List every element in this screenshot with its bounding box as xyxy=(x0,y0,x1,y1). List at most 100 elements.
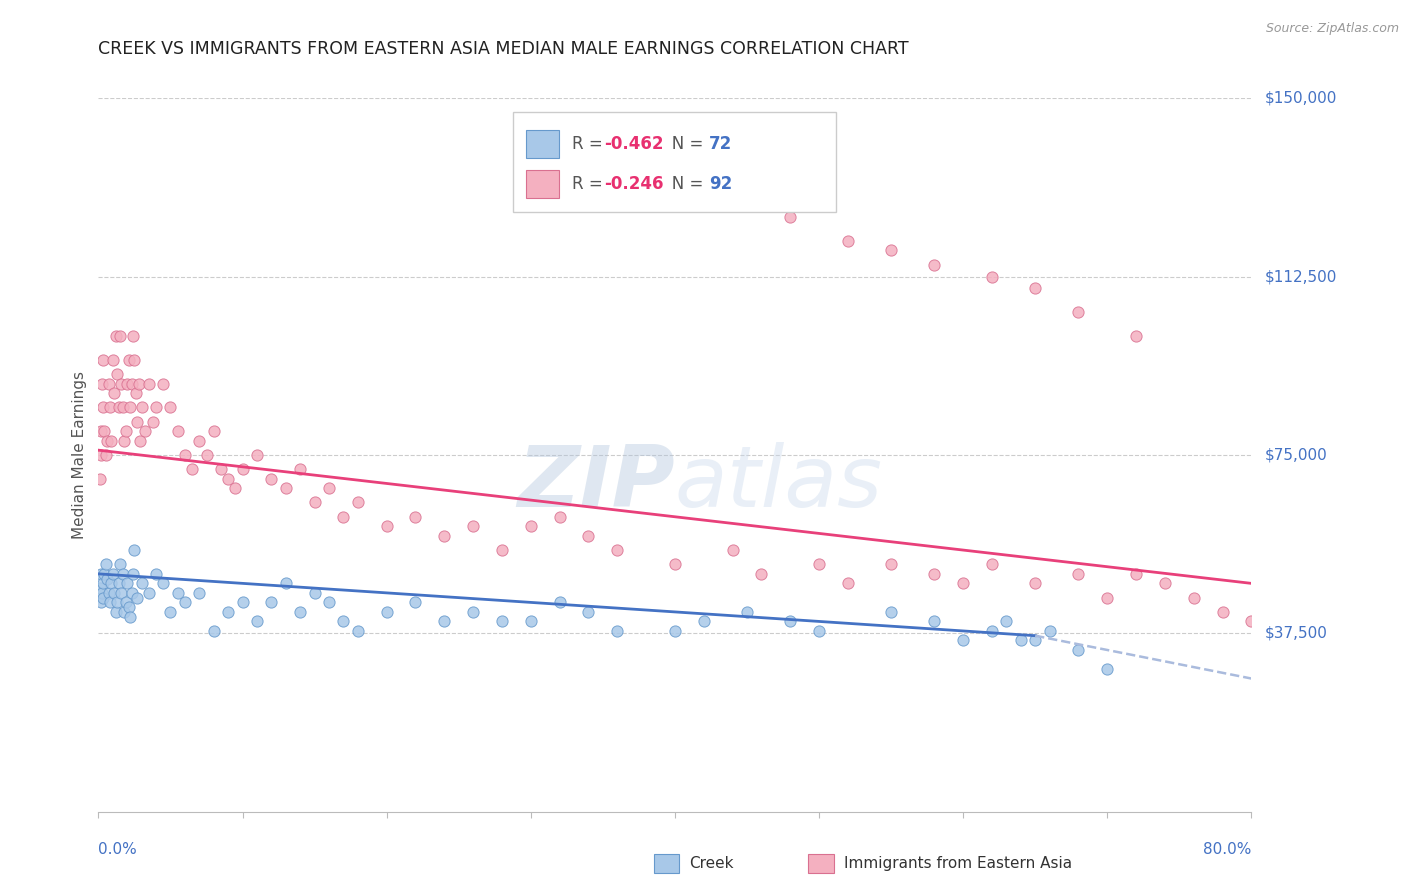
Point xyxy=(952,576,974,591)
Point xyxy=(111,566,134,581)
Point xyxy=(118,600,141,615)
Point xyxy=(217,472,239,486)
Point xyxy=(122,566,145,581)
Point xyxy=(117,576,138,591)
Point xyxy=(145,401,167,415)
Point xyxy=(1153,576,1175,591)
Point xyxy=(166,586,188,600)
Point xyxy=(103,586,125,600)
Point xyxy=(174,448,197,462)
Point xyxy=(111,401,134,415)
Point xyxy=(122,329,145,343)
Text: $75,000: $75,000 xyxy=(1265,448,1329,462)
Point xyxy=(332,615,354,629)
Point xyxy=(1038,624,1062,638)
Point xyxy=(104,329,127,343)
Point xyxy=(606,543,628,558)
Point xyxy=(693,615,716,629)
Text: R =: R = xyxy=(572,136,607,153)
Point xyxy=(108,329,131,343)
Point xyxy=(117,376,138,391)
Point xyxy=(318,595,340,609)
Point xyxy=(90,424,112,438)
Point xyxy=(304,495,326,509)
Point xyxy=(837,576,859,591)
Point xyxy=(981,269,1004,284)
Point xyxy=(217,605,239,619)
Point xyxy=(93,566,115,581)
Point xyxy=(779,210,801,224)
Point xyxy=(112,434,135,448)
Point xyxy=(114,595,136,609)
Text: CREEK VS IMMIGRANTS FROM EASTERN ASIA MEDIAN MALE EARNINGS CORRELATION CHART: CREEK VS IMMIGRANTS FROM EASTERN ASIA ME… xyxy=(98,40,910,58)
Point xyxy=(548,595,571,609)
Point xyxy=(1024,633,1046,648)
Text: -0.246: -0.246 xyxy=(605,176,664,194)
Point xyxy=(100,434,122,448)
Point xyxy=(405,509,427,524)
Point xyxy=(202,424,225,438)
Point xyxy=(433,615,456,629)
Point xyxy=(100,576,122,591)
Point xyxy=(93,591,115,605)
Point xyxy=(110,586,132,600)
Point xyxy=(129,434,152,448)
Point xyxy=(110,376,132,391)
Point xyxy=(124,352,146,367)
Point xyxy=(952,633,974,648)
Point xyxy=(1067,566,1090,581)
Point xyxy=(91,376,114,391)
Point xyxy=(224,481,246,495)
Point xyxy=(606,624,628,638)
Text: 72: 72 xyxy=(710,136,733,153)
Point xyxy=(260,595,283,609)
Point xyxy=(664,558,686,572)
Point xyxy=(120,401,142,415)
Point xyxy=(1067,643,1090,657)
Text: $37,500: $37,500 xyxy=(1265,626,1329,640)
Point xyxy=(91,586,114,600)
Point xyxy=(90,448,112,462)
Point xyxy=(735,186,758,201)
Point xyxy=(548,509,571,524)
Point xyxy=(981,558,1004,572)
Point xyxy=(181,462,204,476)
Point xyxy=(89,472,111,486)
Point xyxy=(101,566,124,581)
Point xyxy=(152,376,174,391)
Text: Source: ZipAtlas.com: Source: ZipAtlas.com xyxy=(1265,22,1399,36)
Point xyxy=(159,605,181,619)
Text: ZIP: ZIP xyxy=(517,442,675,525)
Point xyxy=(159,401,181,415)
Point xyxy=(751,566,773,581)
Point xyxy=(142,415,165,429)
Point xyxy=(1024,281,1046,295)
Point xyxy=(97,376,120,391)
Point xyxy=(807,624,830,638)
Point xyxy=(107,401,129,415)
Point xyxy=(108,558,131,572)
Point xyxy=(127,591,149,605)
Point xyxy=(131,401,153,415)
Point xyxy=(107,576,129,591)
Point xyxy=(124,543,146,558)
Point xyxy=(491,615,513,629)
Point xyxy=(112,605,135,619)
Point xyxy=(1125,329,1147,343)
Point xyxy=(924,615,946,629)
Point xyxy=(721,543,744,558)
Text: 80.0%: 80.0% xyxy=(1204,842,1251,857)
Point xyxy=(924,258,946,272)
Point xyxy=(90,566,112,581)
Point xyxy=(1010,633,1032,648)
Point xyxy=(1182,591,1205,605)
Text: N =: N = xyxy=(657,136,709,153)
Point xyxy=(995,615,1018,629)
Text: $112,500: $112,500 xyxy=(1265,269,1337,284)
Point xyxy=(318,481,340,495)
Point xyxy=(520,519,543,533)
Point xyxy=(96,434,118,448)
Text: Immigrants from Eastern Asia: Immigrants from Eastern Asia xyxy=(844,856,1071,871)
Point xyxy=(128,376,150,391)
Point xyxy=(231,595,254,609)
